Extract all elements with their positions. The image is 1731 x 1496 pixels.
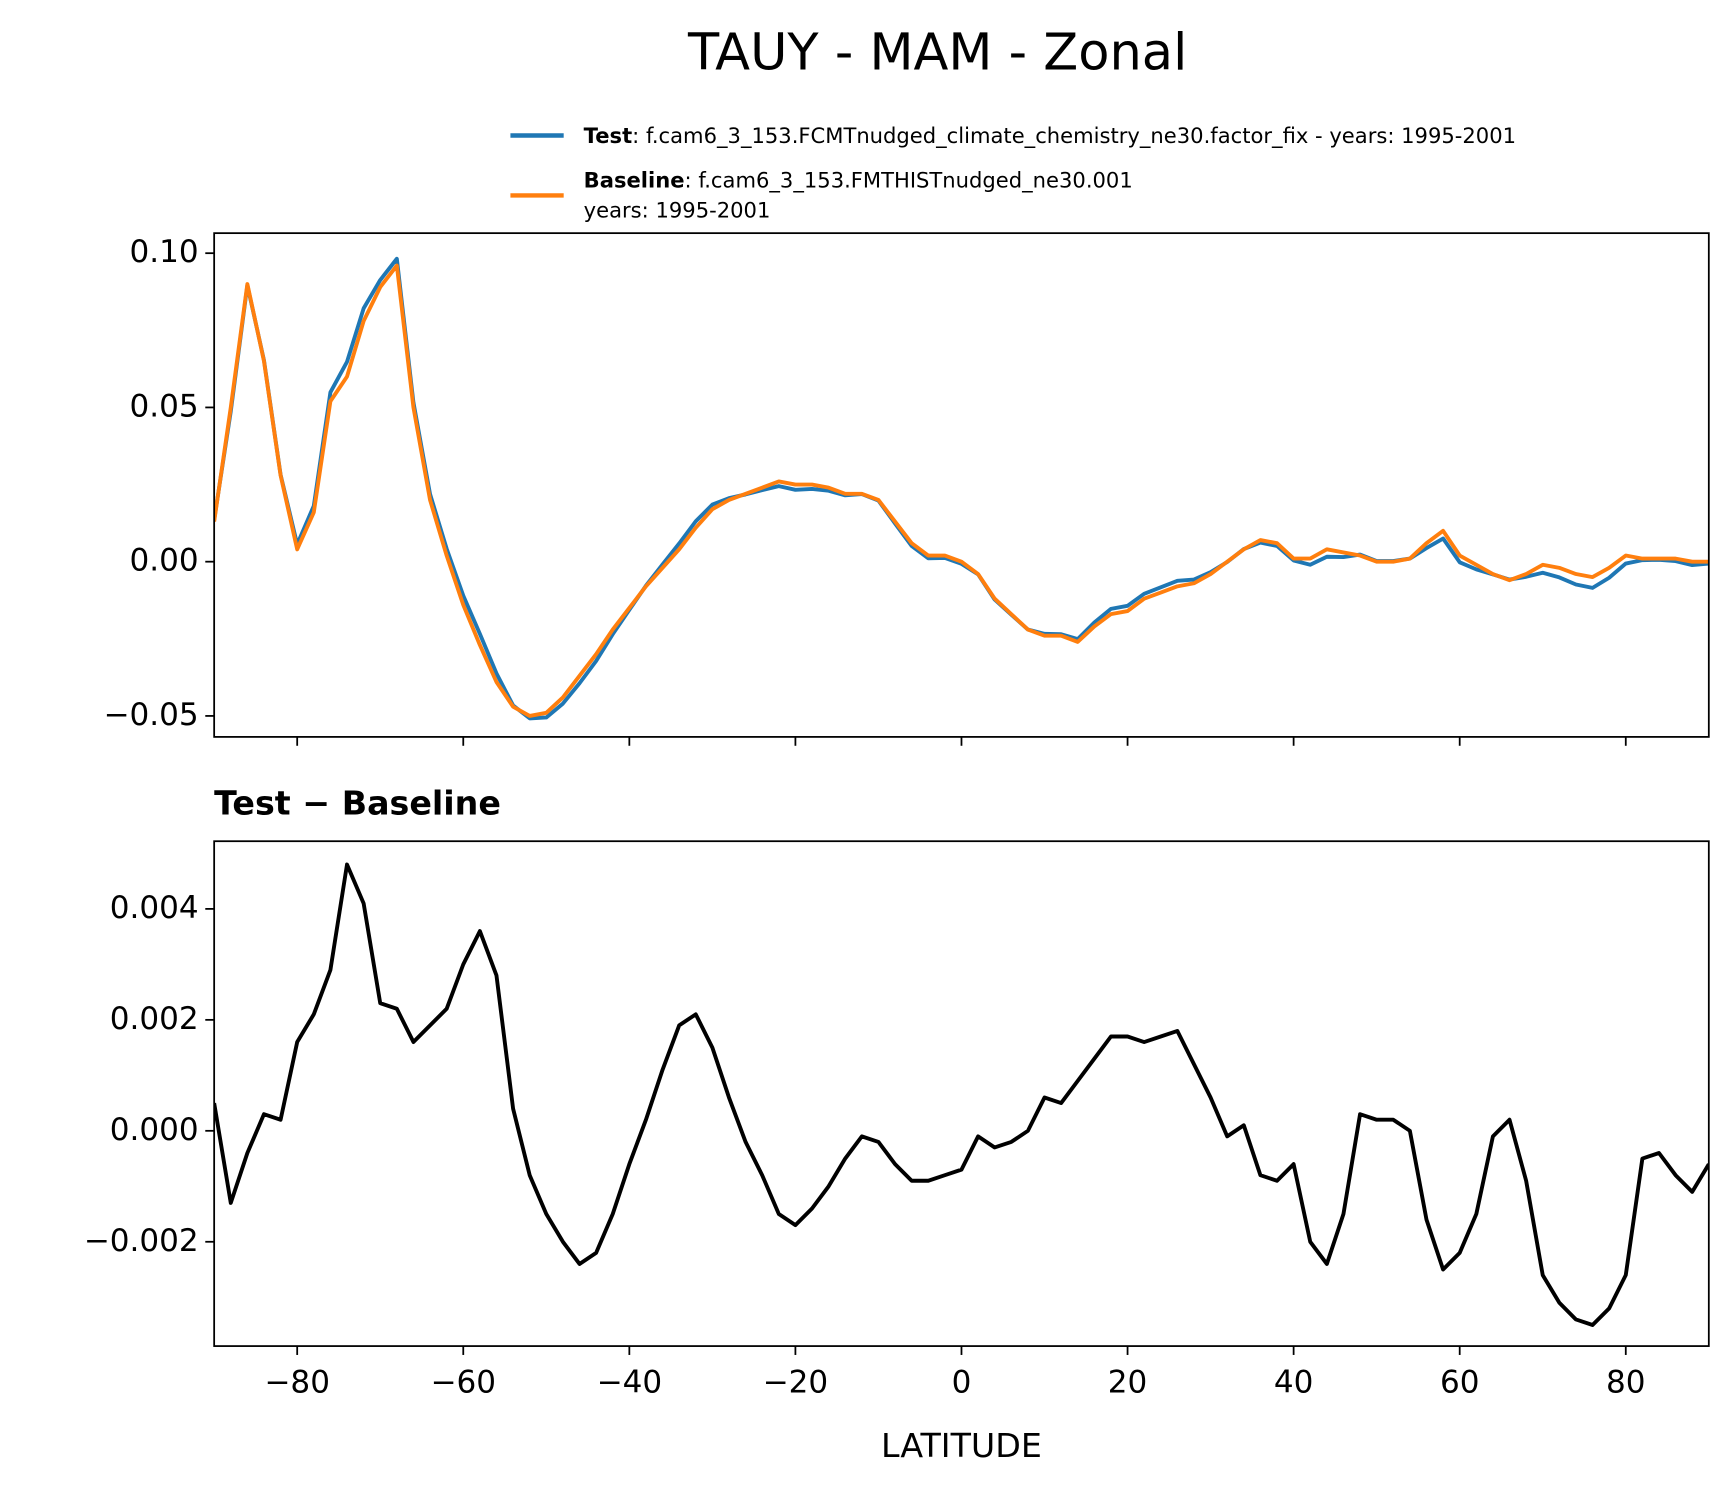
x-tick-label: 60 bbox=[1440, 1365, 1480, 1401]
x-tick-label: −20 bbox=[763, 1365, 829, 1401]
data-line bbox=[214, 263, 1709, 718]
legend-description: : f.cam6_3_153.FCMTnudged_climate_chemis… bbox=[632, 123, 1516, 149]
y-tick-label: 0.10 bbox=[129, 234, 198, 270]
legend-description: years: 1995-2001 bbox=[584, 198, 771, 223]
axes-title: Test − Baseline bbox=[214, 784, 501, 823]
data-line bbox=[214, 256, 1709, 721]
data-line bbox=[214, 862, 1709, 1327]
legend-label: Baseline: f.cam6_3_153.FMTHISTnudged_ne3… bbox=[584, 168, 1133, 194]
y-tick-label: 0.000 bbox=[110, 1112, 199, 1148]
legend-description: : f.cam6_3_153.FMTHISTnudged_ne30.001 bbox=[685, 168, 1133, 194]
x-tick-label: 20 bbox=[1108, 1365, 1148, 1401]
y-tick-label: 0.05 bbox=[129, 388, 198, 424]
x-axis-label: LATITUDE bbox=[881, 1426, 1042, 1465]
x-tick-label: 80 bbox=[1606, 1365, 1646, 1401]
y-tick-label: 0.004 bbox=[110, 890, 199, 926]
axes-frame bbox=[213, 232, 1710, 738]
figure-title: TAUY - MAM - Zonal bbox=[687, 24, 1187, 83]
legend-name: Test bbox=[584, 123, 633, 148]
x-tick-label: −40 bbox=[597, 1365, 663, 1401]
y-tick-label: 0.00 bbox=[129, 543, 198, 579]
legend-name: Baseline bbox=[584, 168, 685, 193]
y-tick-label: −0.002 bbox=[84, 1223, 199, 1259]
x-tick-label: 40 bbox=[1274, 1365, 1314, 1401]
x-tick-label: 0 bbox=[952, 1365, 972, 1401]
axes-frame bbox=[213, 840, 1710, 1347]
x-tick-label: −60 bbox=[430, 1365, 496, 1401]
y-tick-label: 0.002 bbox=[110, 1001, 199, 1037]
legend-label: Test: f.cam6_3_153.FCMTnudged_climate_ch… bbox=[584, 123, 1516, 149]
y-tick-label: −0.05 bbox=[103, 697, 198, 733]
x-tick-label: −80 bbox=[264, 1365, 330, 1401]
